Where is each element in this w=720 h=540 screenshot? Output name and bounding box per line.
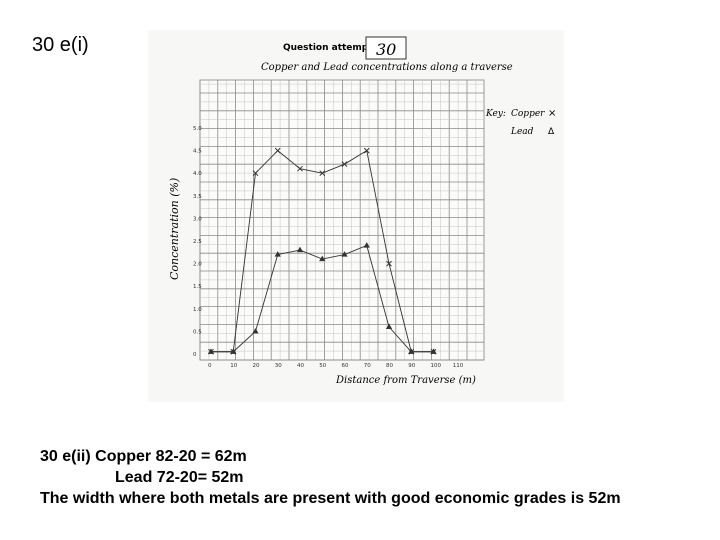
lead-point <box>363 242 370 248</box>
lead-point <box>252 327 259 334</box>
x-tick-label: 60 <box>342 363 349 369</box>
copper-point <box>386 260 392 267</box>
lead-point <box>230 348 237 354</box>
y-tick-label: 0 <box>193 352 197 358</box>
point-stroke <box>386 260 392 267</box>
lead-point <box>207 348 215 354</box>
copper-point <box>363 147 370 154</box>
chart-grid <box>199 79 485 361</box>
lead-point <box>296 246 304 253</box>
y-tick-label: 0.5 <box>193 329 202 335</box>
x-tick-label: 80 <box>386 363 393 369</box>
point-stroke <box>297 165 303 172</box>
x-tick-label: 100 <box>431 363 442 369</box>
answer-line-copper: 30 e(ii) Copper 82-20 = 62m <box>40 448 247 465</box>
answer-sheet-scan: Question attempted 30 Copper and Lead co… <box>148 30 564 402</box>
lead-point <box>408 348 415 354</box>
y-tick-label: 2.0 <box>193 262 202 268</box>
y-tick-label: 1.0 <box>193 307 202 313</box>
copper-point <box>341 161 348 168</box>
lead-point <box>385 323 393 329</box>
question-number: 30 <box>376 40 396 59</box>
legend-copper-label: Copper <box>511 109 545 119</box>
answer-text: 30 e(ii) Copper 82-20 = 62m Lead 72-20= … <box>40 446 621 509</box>
copper-point <box>297 165 303 172</box>
x-tick-label: 0 <box>208 363 212 369</box>
legend-copper-marker: × <box>548 108 556 119</box>
legend-lead-marker: Δ <box>548 127 555 137</box>
y-tick-label: 4.5 <box>193 149 202 155</box>
copper-point <box>319 170 326 177</box>
x-tick-label: 90 <box>408 363 415 369</box>
answer-line-conclusion: The width where both metals are present … <box>40 490 621 507</box>
y-tick-label: 1.5 <box>193 284 202 290</box>
slide-title: 30 e(i) <box>32 34 89 56</box>
x-tick-label: 30 <box>275 363 282 369</box>
question-attempted-label: Question attempted <box>283 43 385 53</box>
point-stroke <box>363 147 370 154</box>
lead-point <box>430 348 437 354</box>
y-tick-label: 2.5 <box>193 239 202 245</box>
x-tick-label: 10 <box>230 363 237 369</box>
x-tick-label: 40 <box>297 363 304 369</box>
copper-point <box>274 147 281 154</box>
lead-point <box>341 251 348 257</box>
point-stroke <box>274 147 281 154</box>
lead-point <box>274 251 281 257</box>
question-number-box <box>365 36 407 60</box>
point-stroke <box>252 170 259 177</box>
x-axis-label: Distance from Traverse (m) <box>335 375 476 386</box>
legend-lead-label: Lead <box>510 127 534 137</box>
copper-point <box>252 170 259 177</box>
key-label: Key: <box>485 109 506 119</box>
point-stroke <box>341 161 348 168</box>
y-tick-label: 5.0 <box>193 126 202 132</box>
x-tick-label: 110 <box>453 363 464 369</box>
x-tick-label: 20 <box>253 363 260 369</box>
concentration-chart: Question attempted 30 Copper and Lead co… <box>168 36 556 386</box>
x-tick-label: 70 <box>364 363 371 369</box>
y-tick-label: 3.0 <box>193 216 202 222</box>
answer-line-lead: Lead 72-20= 52m <box>115 469 244 486</box>
y-tick-label: 3.5 <box>193 194 202 200</box>
y-tick-label: 4.0 <box>193 171 202 177</box>
lead-point <box>319 255 326 262</box>
point-stroke <box>319 170 326 177</box>
chart-title: Copper and Lead concentrations along a t… <box>261 62 513 73</box>
y-axis-label: Concentration (%) <box>168 178 181 280</box>
x-tick-label: 50 <box>319 363 326 369</box>
